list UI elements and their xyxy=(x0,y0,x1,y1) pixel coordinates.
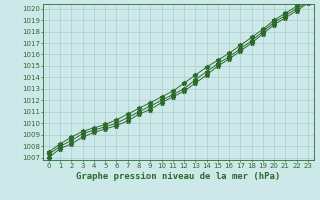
X-axis label: Graphe pression niveau de la mer (hPa): Graphe pression niveau de la mer (hPa) xyxy=(76,172,281,181)
